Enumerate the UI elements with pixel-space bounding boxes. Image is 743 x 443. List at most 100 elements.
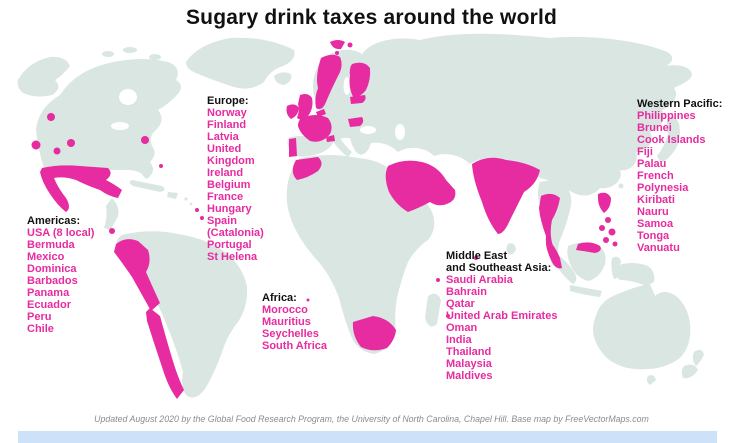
map-japan [657, 116, 680, 163]
map-barbados [200, 216, 204, 220]
map-ireland [286, 104, 299, 119]
map-svalbard [330, 40, 345, 50]
page-title: Sugary drink taxes around the world [185, 6, 558, 29]
country-label: Norway [207, 107, 247, 119]
map-eurasia [313, 33, 692, 196]
map-united-kingdom [297, 94, 313, 120]
map-sumatra [556, 255, 577, 284]
map-usa-local-tax-dot [31, 140, 41, 150]
map-belgium [316, 109, 326, 117]
region-header: Americas: [27, 215, 81, 227]
map-hungary [348, 117, 364, 127]
map-philippines-island [612, 241, 618, 247]
country-label: Palau [637, 158, 667, 170]
map-sri-lanka [506, 243, 516, 255]
country-label: Tonga [637, 230, 670, 242]
country-label: Ecuador [27, 299, 72, 311]
map-africa [286, 155, 435, 354]
map-philippines-island [603, 237, 609, 243]
map-mauritius [446, 314, 450, 318]
map-madagascar [425, 293, 441, 327]
country-label: United Kingdom [207, 143, 255, 167]
map-latvia [350, 95, 366, 104]
map-iberia [287, 136, 334, 157]
map-portugal [289, 138, 297, 157]
map-great-lakes [111, 122, 129, 130]
country-label: Belgium [207, 179, 251, 191]
country-label: France [207, 191, 244, 203]
country-label: Ireland [207, 167, 244, 179]
country-label: Barbados [27, 275, 78, 287]
map-usa-local-tax-dot [53, 147, 61, 155]
map-black-sea [360, 126, 376, 134]
map-svalbard-island [335, 51, 339, 55]
region-header: Western Pacific: [637, 98, 723, 110]
map-malaysia-borneo [576, 242, 601, 253]
attribution-text: Updated August 2020 by the Global Food R… [94, 414, 649, 424]
map-hudson-bay [119, 89, 137, 105]
map-arctic-island [102, 51, 114, 57]
map-arabian-peninsula [385, 160, 456, 212]
country-label: Mauritius [262, 316, 311, 328]
country-label: Kiribati [637, 194, 675, 206]
country-label: Morocco [262, 304, 308, 316]
map-seychelles [436, 278, 440, 282]
map-antilles-island [189, 202, 193, 206]
country-label: Mexico [27, 251, 65, 263]
country-label: Oman [446, 322, 478, 334]
country-label: Hungary [207, 203, 252, 215]
map-usa-local-tax-dot [67, 139, 75, 147]
country-label: Dominica [27, 263, 77, 275]
country-label: St Helena [207, 251, 258, 263]
map-central-america [104, 198, 119, 230]
map-svalbard-island [347, 42, 353, 48]
country-label: Spain (Catalonia) [207, 215, 264, 239]
map-australia [593, 284, 691, 370]
country-label: Chile [27, 323, 54, 335]
map-maldives [474, 256, 478, 260]
map-caspian-sea [395, 124, 405, 140]
map-thailand [539, 193, 560, 258]
map-dominica [195, 208, 199, 212]
map-france [298, 115, 332, 142]
country-label: Samoa [637, 218, 674, 230]
map-greenland [186, 37, 295, 89]
map-baltic-sea [343, 77, 351, 95]
map-antilles-island [184, 197, 188, 201]
country-label: Nauru [637, 206, 669, 218]
region-americas: Americas: USA (8 local) Bermuda Mexico Domi… [27, 215, 119, 335]
region-country-list: Morocco Mauritius Seychelles South Africa [262, 304, 354, 352]
map-north-america [36, 58, 181, 179]
country-label: Bahrain [446, 286, 487, 298]
map-south-america [116, 231, 248, 398]
region-country-list: Saudi Arabia Bahrain Qatar United Arab Emir… [446, 274, 574, 382]
map-taiwan [618, 183, 624, 189]
country-label: Panama [27, 287, 70, 299]
country-label: South Africa [262, 340, 327, 352]
region-europe: Europe: Norway Finland Latvia United Kingdo… [207, 95, 269, 263]
map-bermuda [159, 164, 163, 168]
map-alaska [17, 56, 70, 97]
country-label: Qatar [446, 298, 475, 310]
country-label: Bermuda [27, 239, 75, 251]
map-iceland [274, 72, 292, 85]
region-africa: Africa: Morocco Mauritius Seychelles South … [262, 292, 354, 352]
region-header: Middle East and Southeast Asia: [446, 250, 552, 274]
country-label: Cook Islands [637, 134, 706, 146]
country-label: Malaysia [446, 358, 492, 370]
country-label: Fiji [637, 146, 653, 158]
country-label: Maldives [446, 370, 493, 382]
country-label: French Polynesia [637, 170, 689, 194]
map-new-guinea [615, 263, 655, 286]
map-philippines-island [608, 228, 616, 236]
region-header: Europe: [207, 95, 249, 107]
world-map [17, 33, 704, 399]
map-malaysia-peninsula [546, 240, 562, 269]
country-label: Peru [27, 311, 52, 323]
map-cuba [129, 180, 165, 192]
region-country-list: Philippines Brunei Cook Islands Fiji Palau Fr… [637, 110, 725, 254]
map-south-africa [352, 316, 396, 351]
country-label: United Arab Emirates [446, 310, 558, 322]
map-catalonia [326, 135, 335, 142]
